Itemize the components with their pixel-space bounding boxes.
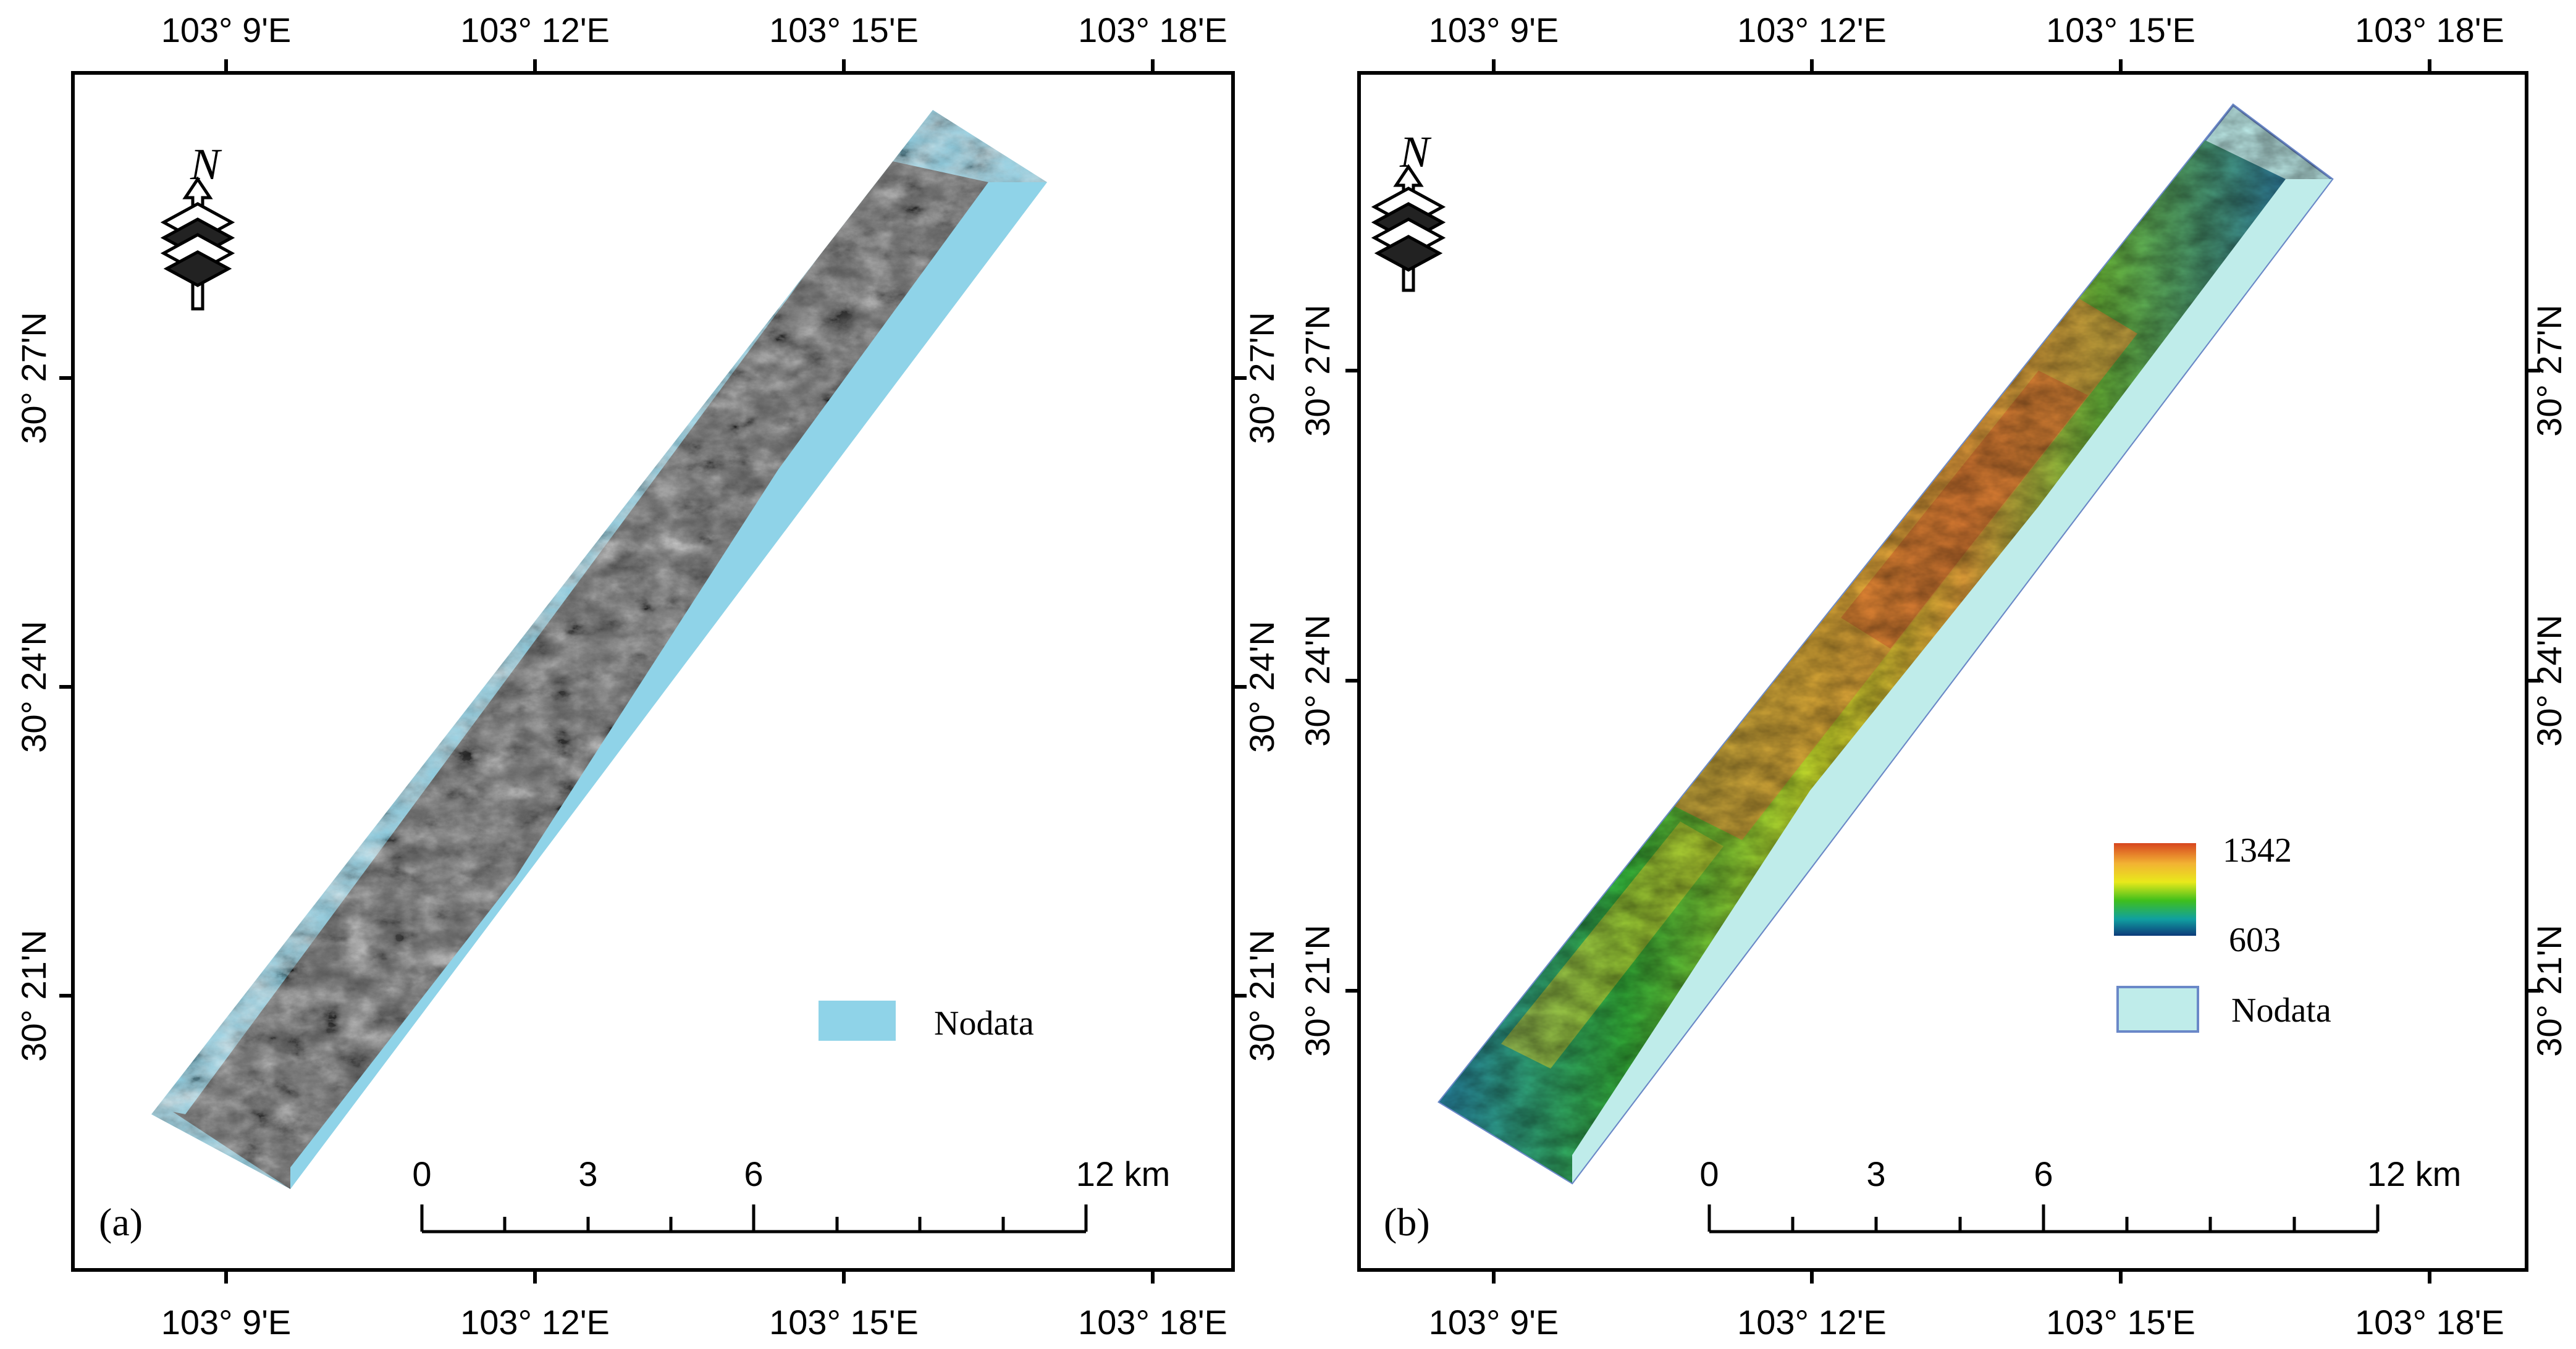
map-frame xyxy=(1357,71,2528,1272)
nodata-swatch xyxy=(2116,986,2199,1033)
right-lat-label-1: 30° 27'N xyxy=(2530,305,2569,437)
left-lat-label-2: 30° 24'N xyxy=(14,621,53,753)
right-lat-label-2: 30° 24'N xyxy=(1242,621,1281,753)
bottom-lon-label-3: 103° 15'E xyxy=(2046,1303,2195,1342)
bottom-lon-label-4: 103° 18'E xyxy=(2355,1303,2504,1342)
scale-label-3: 3 xyxy=(578,1154,597,1193)
north-arrow-icon: N xyxy=(160,140,235,311)
top-lon-label-3: 103° 15'E xyxy=(769,11,919,49)
lon-ticks xyxy=(59,59,1247,1284)
elevation-min-label: 603 xyxy=(2229,921,2281,959)
bottom-lon-label-2: 103° 12'E xyxy=(460,1303,610,1342)
scale-label-12km: 12 km xyxy=(1076,1154,1171,1193)
scale-label-12km: 12 km xyxy=(2367,1154,2462,1193)
bottom-lon-label-1: 103° 9'E xyxy=(1429,1303,1559,1342)
scale-label-0: 0 xyxy=(412,1154,431,1193)
scale-label-6: 6 xyxy=(744,1154,763,1193)
bottom-lon-label-2: 103° 12'E xyxy=(1737,1303,1887,1342)
top-lon-label-4: 103° 18'E xyxy=(1078,11,1227,49)
left-lat-label-3: 30° 21'N xyxy=(1298,925,1337,1057)
panel-label-b: (b) xyxy=(1384,1200,1430,1244)
north-letter: N xyxy=(1399,127,1432,177)
left-lat-label-1: 30° 27'N xyxy=(14,312,53,444)
nodata-swatch xyxy=(819,1001,896,1041)
nodata-label: Nodata xyxy=(934,1004,1034,1043)
scale-label-0: 0 xyxy=(1699,1154,1719,1193)
bottom-lon-label-3: 103° 15'E xyxy=(769,1303,919,1342)
sar-image xyxy=(151,110,1047,1189)
scale-bar xyxy=(420,1204,1088,1233)
top-lon-label-1: 103° 9'E xyxy=(161,11,292,49)
top-lon-label-2: 103° 12'E xyxy=(460,11,610,49)
top-lon-label-3: 103° 15'E xyxy=(2046,11,2195,49)
right-lat-label-3: 30° 21'N xyxy=(2530,925,2569,1057)
dem-image xyxy=(1439,105,2332,1183)
right-lat-label-1: 30° 27'N xyxy=(1242,312,1281,444)
elevation-max-label: 1342 xyxy=(2223,831,2292,870)
scale-label-6: 6 xyxy=(2034,1154,2053,1193)
nodata-label: Nodata xyxy=(2231,991,2331,1030)
top-lon-label-1: 103° 9'E xyxy=(1429,11,1559,49)
panel-a: N 103° 9'E 103° 12'E 103° 15'E 103° 18'E… xyxy=(14,11,1281,1342)
lon-ticks xyxy=(1345,59,2540,1284)
top-lon-label-2: 103° 12'E xyxy=(1737,11,1887,49)
top-lon-label-4: 103° 18'E xyxy=(2355,11,2504,49)
left-lat-label-3: 30° 21'N xyxy=(14,930,53,1062)
left-lat-label-2: 30° 24'N xyxy=(1298,615,1337,747)
bottom-lon-label-4: 103° 18'E xyxy=(1078,1303,1227,1342)
north-arrow-icon: N xyxy=(1371,127,1446,292)
panel-b: N 103° 9'E 103° 12'E 103° 15'E 103° 18'E… xyxy=(1298,11,2569,1342)
map-frame xyxy=(71,71,1235,1272)
right-lat-label-3: 30° 21'N xyxy=(1242,930,1281,1062)
left-lat-label-1: 30° 27'N xyxy=(1298,305,1337,437)
panel-label-a: (a) xyxy=(99,1200,143,1244)
scale-label-3: 3 xyxy=(1866,1154,1885,1193)
elevation-ramp xyxy=(2114,843,2196,936)
right-lat-label-2: 30° 24'N xyxy=(2530,615,2569,747)
scale-bar xyxy=(1707,1204,2380,1233)
bottom-lon-label-1: 103° 9'E xyxy=(161,1303,292,1342)
